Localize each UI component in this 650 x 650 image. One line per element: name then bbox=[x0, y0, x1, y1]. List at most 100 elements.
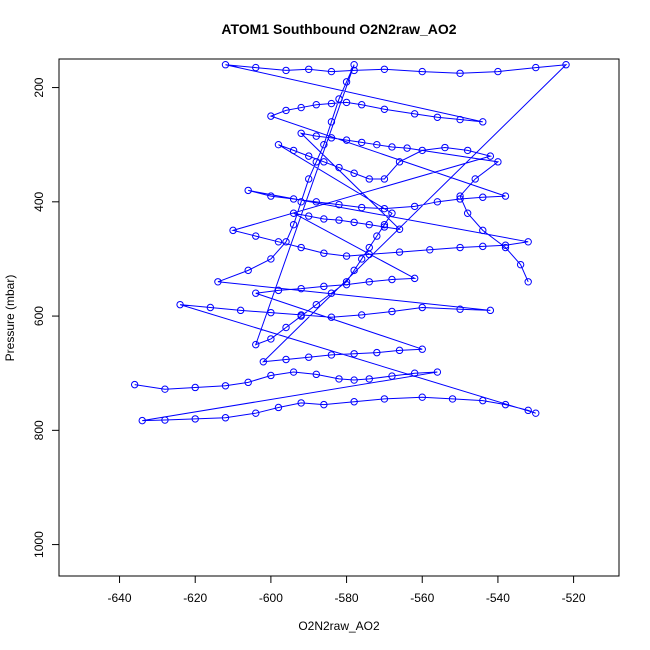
data-point bbox=[486, 306, 495, 315]
data-point bbox=[297, 284, 305, 293]
data-point bbox=[373, 140, 381, 149]
data-point bbox=[532, 63, 540, 72]
data-point bbox=[282, 323, 290, 332]
data-point bbox=[191, 383, 199, 392]
data-point bbox=[244, 378, 252, 387]
data-point bbox=[312, 158, 320, 166]
data-point bbox=[524, 406, 532, 415]
data-point bbox=[479, 118, 487, 126]
data-point bbox=[365, 250, 373, 259]
data-point bbox=[350, 61, 358, 69]
x-axis: -640 -620 -600 -580 -560 -540 -520 bbox=[108, 576, 586, 605]
data-point bbox=[320, 282, 328, 291]
data-point bbox=[327, 289, 336, 297]
data-point bbox=[267, 308, 275, 317]
data-point bbox=[456, 305, 464, 313]
data-point bbox=[289, 220, 298, 229]
data-point bbox=[463, 146, 472, 155]
data-point bbox=[365, 175, 373, 183]
data-point bbox=[373, 232, 381, 240]
data-point bbox=[305, 212, 313, 220]
data-point bbox=[327, 99, 336, 108]
data-point bbox=[320, 140, 328, 149]
data-point bbox=[130, 380, 139, 389]
data-point bbox=[532, 409, 540, 417]
data-point bbox=[456, 115, 464, 124]
data-point bbox=[456, 192, 464, 200]
data-point bbox=[403, 144, 411, 152]
data-point bbox=[335, 375, 343, 383]
data-point bbox=[342, 136, 351, 144]
data-point bbox=[365, 220, 373, 229]
data-point bbox=[388, 275, 396, 284]
data-point bbox=[456, 195, 464, 203]
data-point bbox=[516, 260, 525, 269]
data-point bbox=[252, 409, 260, 417]
data-point bbox=[433, 198, 442, 206]
data-point bbox=[479, 396, 487, 405]
data-point bbox=[418, 67, 426, 76]
data-point bbox=[229, 226, 237, 235]
data-point bbox=[214, 278, 222, 286]
data-point bbox=[327, 118, 336, 126]
data-point bbox=[274, 286, 283, 295]
data-point bbox=[358, 101, 366, 109]
data-point bbox=[380, 220, 389, 229]
data-point bbox=[282, 238, 290, 246]
data-point bbox=[456, 243, 464, 252]
data-point bbox=[410, 274, 419, 283]
data-point bbox=[494, 67, 502, 76]
data-point bbox=[267, 112, 275, 120]
data-point bbox=[486, 152, 495, 160]
data-point bbox=[267, 192, 275, 200]
data-point bbox=[342, 278, 351, 286]
data-point bbox=[176, 300, 184, 309]
data-point bbox=[289, 146, 298, 155]
data-point bbox=[388, 307, 396, 316]
data-point bbox=[365, 278, 373, 286]
data-point bbox=[297, 198, 305, 206]
data-point bbox=[524, 238, 532, 246]
data-point bbox=[410, 369, 419, 377]
data-point bbox=[456, 69, 464, 77]
y-tick-label: 400 bbox=[32, 191, 46, 211]
data-point bbox=[395, 225, 404, 233]
data-point bbox=[388, 143, 396, 151]
data-point bbox=[418, 393, 426, 401]
data-point bbox=[410, 202, 419, 211]
data-point bbox=[297, 312, 305, 320]
data-point bbox=[342, 252, 351, 260]
series-line bbox=[134, 64, 568, 422]
data-point bbox=[221, 61, 230, 69]
data-point bbox=[335, 216, 343, 224]
data-point bbox=[327, 313, 336, 321]
data-point bbox=[305, 152, 313, 160]
data-point bbox=[418, 345, 426, 353]
data-point bbox=[380, 204, 389, 213]
data-point bbox=[388, 372, 396, 380]
data-point bbox=[206, 303, 215, 312]
data-point bbox=[365, 375, 373, 383]
data-point bbox=[463, 209, 472, 217]
x-tick-label: -640 bbox=[108, 591, 132, 605]
data-point bbox=[282, 355, 290, 364]
data-point bbox=[350, 218, 358, 227]
data-point bbox=[244, 186, 252, 195]
y-tick-label: 1000 bbox=[32, 531, 46, 558]
x-tick-label: -600 bbox=[259, 591, 283, 605]
data-point bbox=[161, 416, 169, 424]
data-point bbox=[267, 255, 275, 263]
data-point bbox=[335, 163, 343, 172]
data-point bbox=[433, 113, 442, 121]
y-tick-label: 800 bbox=[32, 420, 46, 440]
x-tick-label: -560 bbox=[410, 591, 434, 605]
data-point bbox=[448, 395, 457, 403]
data-point bbox=[501, 192, 510, 200]
data-point bbox=[350, 66, 358, 75]
data-point bbox=[395, 346, 404, 355]
data-point bbox=[335, 200, 343, 209]
data-point bbox=[312, 132, 320, 140]
data-point bbox=[297, 399, 305, 407]
data-point bbox=[395, 248, 404, 256]
